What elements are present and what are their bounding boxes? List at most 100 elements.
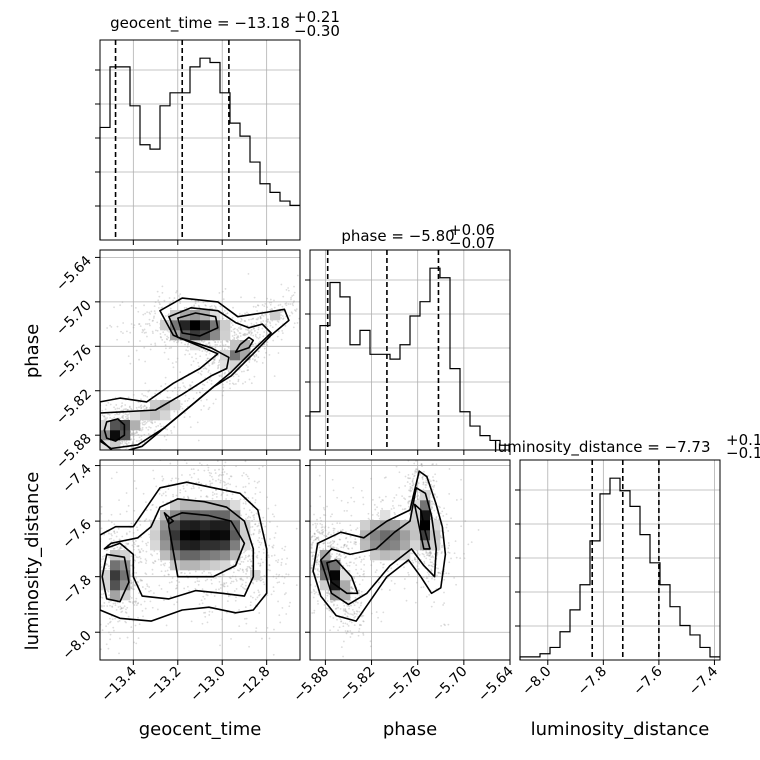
- density-cell: [170, 530, 181, 541]
- scatter-point: [133, 641, 135, 644]
- scatter-point: [160, 425, 163, 428]
- hist-bin: [610, 478, 620, 660]
- scatter-point: [277, 321, 280, 323]
- scatter-point: [112, 626, 115, 629]
- scatter-point: [321, 531, 323, 534]
- density-cell: [220, 550, 231, 561]
- scatter-point: [105, 404, 108, 407]
- scatter-point: [95, 590, 97, 592]
- scatter-point: [233, 334, 236, 337]
- panel-frame: [519, 459, 721, 661]
- scatter-point: [304, 559, 306, 561]
- density-cell: [120, 550, 131, 561]
- scatter-point: [87, 427, 89, 429]
- scatter-point: [246, 569, 249, 572]
- scatter-point: [434, 473, 437, 476]
- scatter-point: [168, 297, 171, 299]
- density-cell: [100, 570, 111, 581]
- hist-bin: [450, 369, 460, 450]
- scatter-point: [100, 505, 103, 508]
- scatter-point: [318, 532, 321, 535]
- scatter-point: [218, 588, 220, 591]
- scatter-point: [187, 496, 190, 499]
- scatter-point: [280, 317, 283, 319]
- scatter-point: [149, 451, 151, 453]
- scatter-point: [118, 652, 120, 655]
- scatter-point: [170, 581, 173, 583]
- scatter-point: [135, 556, 138, 558]
- scatter-point: [113, 530, 116, 533]
- scatter-point: [211, 478, 214, 481]
- scatter-point: [175, 290, 178, 292]
- scatter-point: [157, 307, 160, 309]
- scatter-point: [180, 572, 182, 574]
- scatter-point: [206, 344, 209, 347]
- scatter-point: [138, 520, 141, 522]
- scatter-point: [266, 594, 269, 596]
- scatter-point: [110, 537, 113, 540]
- density-cell: [190, 540, 201, 551]
- scatter-point: [190, 364, 193, 366]
- scatter-point: [105, 643, 108, 646]
- scatter-point: [154, 301, 157, 304]
- scatter-point: [95, 440, 97, 442]
- scatter-point: [201, 387, 204, 390]
- scatter-point: [108, 451, 110, 453]
- scatter-point: [200, 399, 203, 402]
- scatter-point: [85, 425, 87, 427]
- scatter-point: [149, 426, 152, 429]
- scatter-point: [155, 425, 158, 428]
- scatter-point: [404, 475, 407, 478]
- scatter-point: [124, 413, 127, 416]
- scatter-point: [126, 636, 129, 639]
- scatter-point: [160, 306, 163, 309]
- scatter-point: [331, 600, 334, 603]
- scatter-point: [250, 564, 253, 567]
- scatter-point: [130, 597, 133, 599]
- scatter-point: [220, 583, 222, 586]
- scatter-point: [148, 426, 150, 428]
- scatter-point: [151, 320, 154, 322]
- scatter-point: [210, 305, 213, 307]
- scatter-point: [214, 472, 217, 474]
- scatter-point: [239, 567, 242, 570]
- scatter-point: [131, 587, 133, 590]
- hist-bin: [410, 316, 420, 450]
- scatter-point: [107, 647, 110, 650]
- scatter-point: [184, 490, 187, 493]
- scatter-point: [246, 576, 249, 579]
- y-axis-title-luminosity-distance: luminosity_distance: [22, 472, 43, 651]
- scatter-point: [248, 565, 251, 568]
- scatter-point: [248, 482, 250, 485]
- scatter-point: [234, 561, 237, 564]
- scatter-point: [132, 442, 134, 445]
- pair-panel-geocent_time-luminosity_distance: −13.4 −13.2 −13.0 −12.8−8.0−7.8−7.6−7.4: [59, 459, 301, 706]
- scatter-point: [228, 370, 230, 373]
- scatter-point: [125, 492, 128, 494]
- density-cell: [210, 550, 221, 561]
- scatter-point: [273, 536, 276, 539]
- scatter-point: [113, 406, 115, 409]
- scatter-point: [197, 439, 200, 442]
- scatter-point: [111, 543, 114, 546]
- scatter-point: [350, 587, 353, 590]
- scatter-point: [231, 382, 234, 385]
- scatter-point: [231, 324, 234, 327]
- scatter-point: [223, 484, 226, 487]
- x-tick-label-geocent_time: −12.8: [232, 664, 274, 706]
- scatter-point: [329, 615, 332, 618]
- scatter-point: [266, 318, 269, 321]
- scatter-point: [247, 560, 249, 563]
- density-cell: [190, 560, 201, 571]
- scatter-point: [432, 476, 434, 478]
- scatter-point: [330, 546, 333, 549]
- scatter-point: [162, 425, 165, 428]
- scatter-point: [163, 574, 166, 577]
- scatter-point: [188, 590, 190, 592]
- density-cell: [160, 550, 171, 561]
- scatter-point: [244, 381, 247, 383]
- scatter-point: [256, 331, 259, 334]
- scatter-point: [254, 523, 257, 526]
- scatter-point: [190, 305, 193, 308]
- scatter-point: [305, 502, 307, 504]
